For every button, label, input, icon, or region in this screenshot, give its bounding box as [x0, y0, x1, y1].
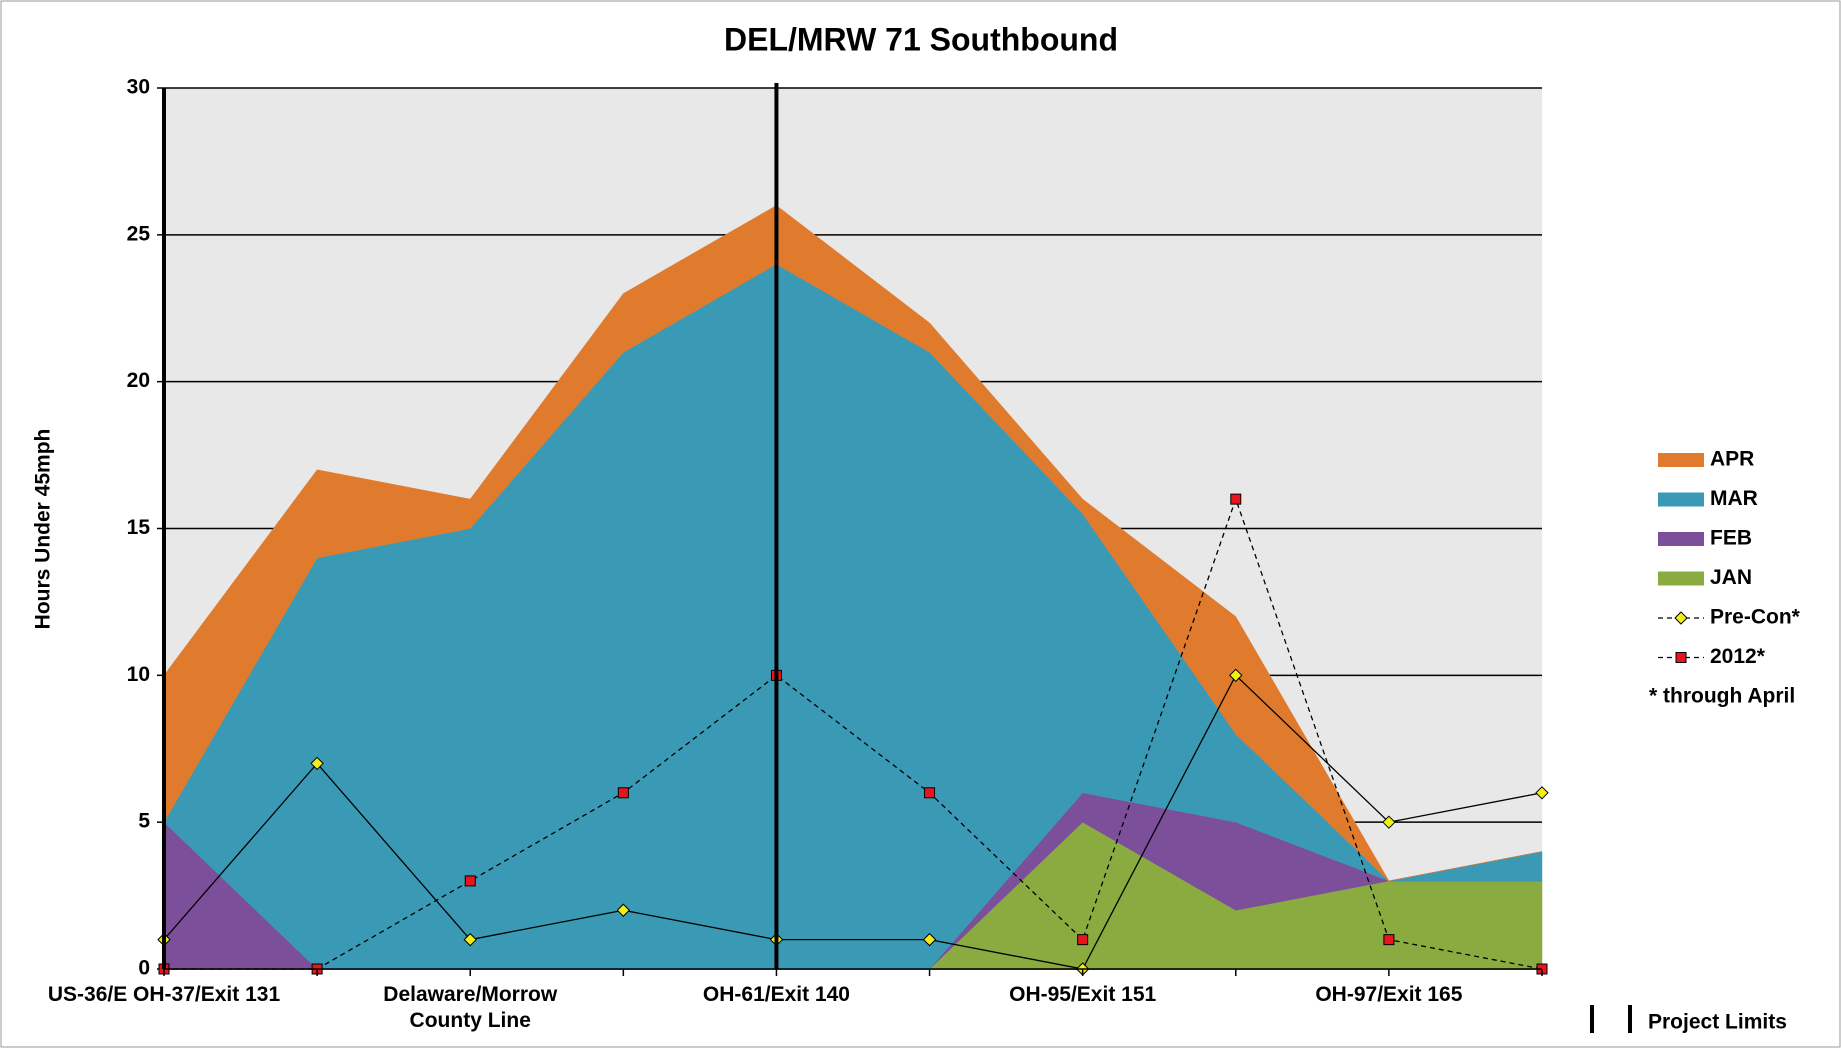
legend-swatch: [1658, 492, 1704, 507]
point: [1383, 934, 1395, 946]
point: [1230, 493, 1242, 505]
chart-title: DEL/MRW 71 Southbound: [724, 21, 1118, 57]
x-tick-label: OH-95/Exit 151: [1009, 983, 1157, 1006]
x-tick-label: US-36/E OH-37/Exit 131: [47, 983, 281, 1006]
legend-label: 2012*: [1710, 645, 1766, 668]
legend-swatch: [1658, 532, 1704, 546]
line: [163, 674, 1543, 970]
y-axis-label: Hours Under 45mph: [32, 429, 55, 630]
legend-label: Pre-Con*: [1710, 606, 1801, 629]
y-tick-label: 5: [138, 810, 150, 833]
point: [616, 903, 631, 917]
y-tick-label: 20: [127, 369, 150, 392]
legend-label: APR: [1710, 448, 1754, 471]
limits-label: Project Limits: [1648, 1011, 1787, 1034]
point: [1229, 668, 1243, 683]
y-tick-label: 15: [127, 516, 151, 539]
x-tick-label: Delaware/Morrow County Line: [383, 983, 558, 1032]
legend-swatch: [1658, 571, 1704, 586]
point: [922, 932, 937, 947]
legend-label: MAR: [1710, 487, 1758, 510]
point: [1077, 934, 1089, 946]
point: [924, 787, 936, 799]
legend-swatch: [1658, 453, 1704, 467]
x-tick-label: OH-97/Exit 165: [1315, 983, 1463, 1006]
area: [163, 205, 1543, 882]
y-tick-label: 10: [127, 663, 150, 686]
legend-note: * through April: [1649, 685, 1795, 708]
x-tick-label: OH-61/Exit 140: [702, 983, 850, 1006]
legend-label: FEB: [1710, 527, 1752, 550]
y-tick-label: 30: [127, 76, 150, 99]
point: [463, 932, 477, 947]
y-tick-label: 25: [127, 222, 151, 245]
y-tick-label: 0: [138, 957, 150, 980]
legend-marker: [1675, 652, 1687, 663]
point: [1382, 815, 1396, 829]
line: [164, 497, 1543, 970]
legend-marker: [1674, 611, 1688, 625]
legend-label: JAN: [1710, 566, 1752, 589]
point: [617, 787, 629, 799]
point: [1535, 786, 1549, 800]
point: [464, 875, 476, 887]
point: [310, 756, 324, 771]
